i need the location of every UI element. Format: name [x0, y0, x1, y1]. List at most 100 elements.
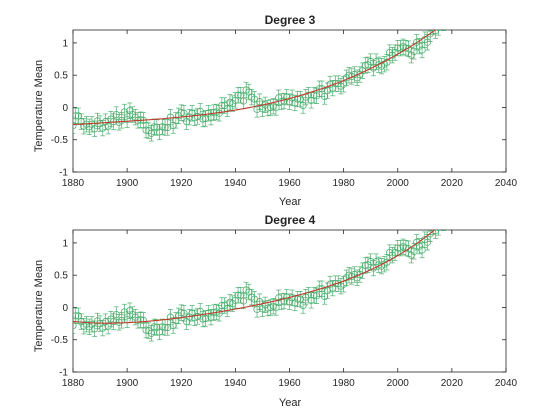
y-tick-label: 0: [62, 303, 68, 314]
data-point: [386, 48, 394, 57]
data-point: [237, 91, 245, 99]
data-point: [147, 129, 156, 137]
data-point: [128, 110, 137, 119]
data-point: [285, 298, 294, 306]
x-tick-label: 1940: [224, 178, 247, 189]
data-point: [258, 305, 267, 313]
y-tick-label: 0.5: [54, 71, 68, 82]
data-point: [369, 264, 377, 272]
x-tick-label: 1880: [62, 378, 85, 389]
data-point: [145, 327, 153, 335]
y-axis-label: Temperature Mean: [33, 260, 45, 352]
data-point: [272, 303, 280, 312]
data-point: [74, 112, 83, 120]
x-tick-label: 1960: [278, 178, 301, 189]
data-point: [166, 113, 175, 121]
data-point: [410, 247, 418, 255]
data-point: [310, 91, 318, 99]
x-tick-label: 2000: [387, 178, 410, 189]
subplot-degree-4: Degree 4 Year Temperature Mean 1880 1900 1…: [33, 213, 518, 409]
data-point: [321, 92, 329, 101]
data-point: [73, 312, 80, 320]
data-point: [256, 298, 264, 306]
data-point: [93, 317, 101, 325]
data-point: [407, 251, 415, 259]
data-point: [277, 298, 285, 306]
data-point: [82, 320, 91, 328]
data-point: [223, 105, 231, 113]
data-point: [158, 323, 166, 331]
y-tick-label: 1: [62, 238, 68, 249]
data-point: [415, 42, 423, 50]
data-point: [407, 51, 415, 59]
data-point: [161, 323, 169, 332]
data-point: [342, 274, 350, 282]
data-point: [410, 47, 418, 55]
data-point: [310, 291, 318, 299]
x-tick-label: 1900: [116, 378, 139, 389]
data-point: [123, 116, 131, 124]
y-axis-label: Temperature Mean: [33, 60, 45, 152]
data-point: [312, 92, 321, 100]
data-point: [139, 316, 147, 324]
data-point: [128, 310, 137, 319]
data-point: [161, 123, 169, 132]
y-tick-label: 1: [62, 38, 68, 49]
data-point: [369, 64, 377, 72]
data-point: [383, 258, 391, 266]
data-point: [256, 98, 264, 106]
data-point: [118, 316, 126, 324]
x-tick-label: 1980: [333, 378, 356, 389]
data-point: [415, 242, 423, 250]
data-point: [177, 309, 185, 317]
x-tick-label: 1960: [278, 378, 301, 389]
data-point: [150, 123, 158, 131]
x-tick-label: 1920: [170, 178, 193, 189]
subplot-degree-3: Degree 3 Year Temperature Mean 1880 1900 1…: [33, 13, 518, 208]
data-point: [126, 307, 134, 315]
x-tick-label: 2040: [495, 178, 518, 189]
data-point: [435, 230, 441, 232]
data-point: [150, 323, 158, 331]
data-point: [280, 297, 288, 305]
data-point: [164, 323, 172, 332]
data-point: [134, 316, 142, 324]
data-point: [73, 112, 80, 120]
data-point: [291, 99, 299, 107]
data-point: [264, 304, 272, 312]
data-point: [239, 297, 248, 305]
data-point: [435, 30, 441, 32]
data-point: [85, 323, 93, 331]
data-point: [142, 126, 150, 134]
data-point: [299, 101, 307, 110]
data-point: [423, 238, 432, 246]
data-point: [199, 315, 207, 323]
data-point: [361, 61, 369, 70]
data-layer: [73, 30, 449, 142]
data-point: [126, 107, 134, 115]
data-point: [275, 294, 283, 302]
data-point: [361, 261, 369, 270]
x-tick-label: 2020: [441, 378, 464, 389]
data-point: [218, 301, 226, 310]
data-point: [321, 292, 329, 301]
data-point: [158, 123, 166, 131]
data-point: [367, 258, 375, 266]
x-axis-label: Year: [279, 397, 302, 409]
data-point: [291, 299, 299, 307]
data-point: [118, 116, 126, 124]
data-point: [426, 30, 434, 38]
y-tick-label: 0.5: [54, 271, 68, 282]
data-point: [223, 305, 231, 313]
data-point: [109, 318, 118, 326]
data-point: [423, 38, 432, 46]
data-point: [74, 312, 83, 320]
data-point: [185, 113, 193, 121]
y-tick-label: -1: [59, 168, 68, 179]
data-point: [402, 44, 410, 52]
x-tick-label: 1980: [333, 178, 356, 189]
data-point: [312, 292, 321, 300]
x-tick-label: 1940: [224, 378, 247, 389]
data-point: [147, 329, 156, 337]
